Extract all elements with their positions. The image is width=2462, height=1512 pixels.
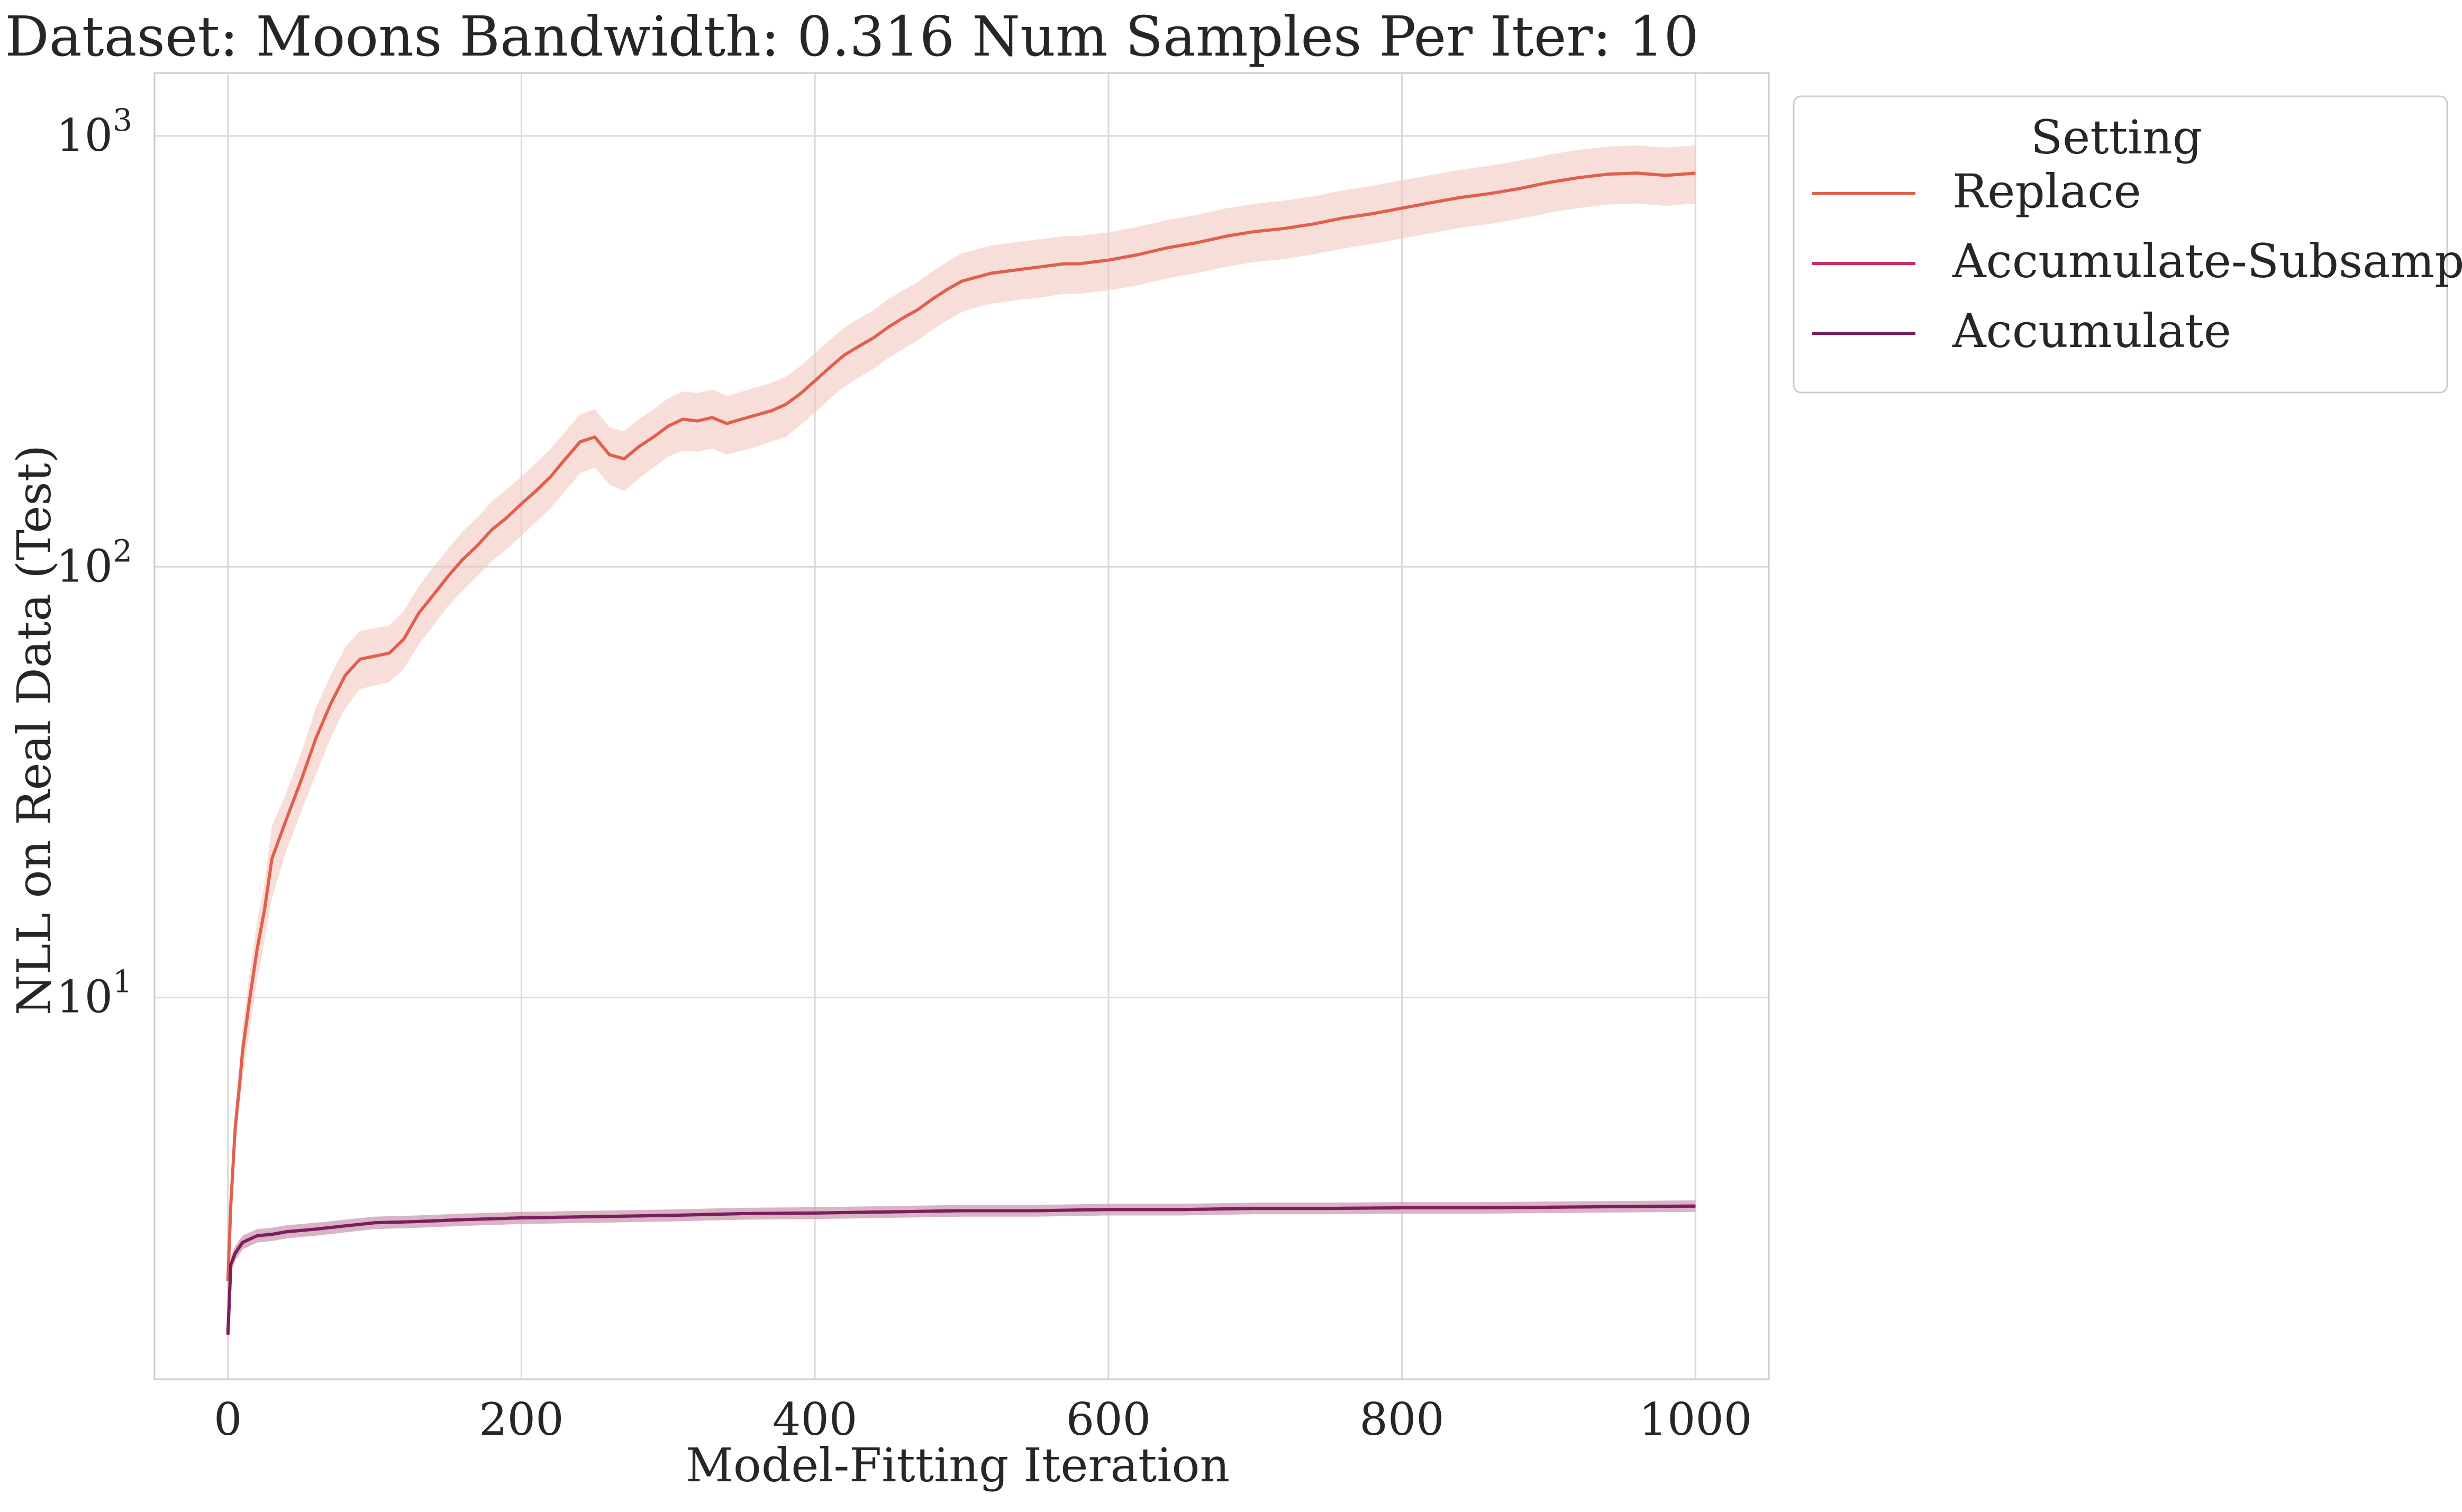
legend-title: Setting [2031,110,2202,165]
series-lines [226,171,1696,1335]
legend-entry: Accumulate-Subsample [1812,234,2462,288]
legend-label: Accumulate-Subsample [1952,234,2462,288]
x-tick-label: 600 [1066,1393,1151,1445]
legend: Setting Replace Accumulate-Subsample Accum… [1793,95,2462,394]
x-tick-label: 1000 [1639,1393,1752,1445]
x-tick-label: 200 [479,1393,564,1445]
legend-label: Replace [1952,164,2141,218]
confidence-band [228,145,1696,1299]
chart-title: Dataset: Moons Bandwidth: 0.316 Num Samp… [5,4,1698,69]
grid [155,73,1769,1379]
series-line [226,171,1696,1281]
x-axis-ticks: 0 200 400 600 800 1000 [214,1393,1752,1445]
plot-frame [153,72,1770,1380]
y-axis-ticks: 101 102 103 [56,102,132,1023]
y-tick-label: 101 [56,964,132,1023]
y-axis-label: NLL on Real Data (Test) [7,445,61,1015]
legend-entry: Replace [1812,164,2141,218]
x-axis-label: Model-Fitting Iteration [686,1438,1230,1492]
legend-entry: Accumulate [1812,304,2231,358]
y-tick-label: 103 [56,102,132,161]
x-tick-label: 0 [214,1393,242,1445]
series-line [226,1204,1696,1335]
legend-entries: Replace Accumulate-Subsample Accumulate [1812,164,2462,358]
legend-label: Accumulate [1952,304,2231,358]
y-tick-label: 102 [56,533,132,592]
legend-box [1793,95,2448,394]
x-tick-label: 800 [1359,1393,1444,1445]
confidence-bands [228,145,1696,1341]
x-tick-label: 400 [773,1393,857,1445]
